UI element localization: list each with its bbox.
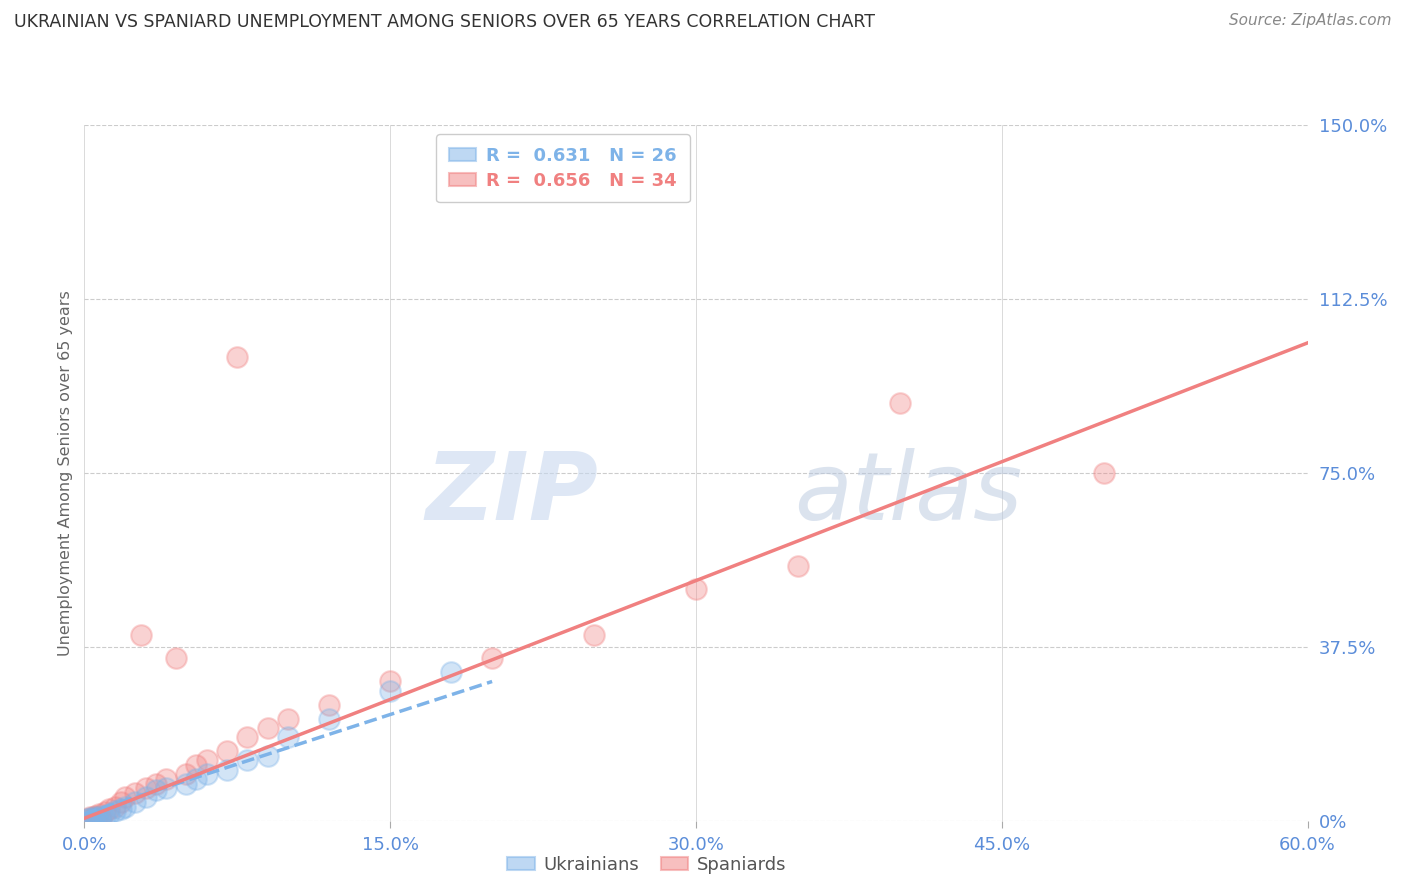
Point	[86, 812, 108, 826]
Point	[104, 805, 127, 819]
Point	[277, 730, 299, 744]
Point	[787, 558, 810, 573]
Point	[318, 712, 340, 726]
Point	[87, 806, 110, 821]
Point	[83, 810, 105, 824]
Text: UKRAINIAN VS SPANIARD UNEMPLOYMENT AMONG SENIORS OVER 65 YEARS CORRELATION CHART: UKRAINIAN VS SPANIARD UNEMPLOYMENT AMONG…	[14, 13, 875, 31]
Point	[79, 811, 101, 825]
Point	[104, 799, 127, 814]
Point	[114, 799, 136, 814]
Point	[124, 786, 146, 800]
Point	[110, 802, 132, 816]
Point	[135, 790, 157, 805]
Point	[236, 730, 259, 744]
Point	[583, 628, 606, 642]
Point	[217, 744, 239, 758]
Point	[77, 812, 100, 826]
Text: Source: ZipAtlas.com: Source: ZipAtlas.com	[1229, 13, 1392, 29]
Point	[217, 763, 239, 777]
Point	[77, 812, 100, 826]
Point	[79, 810, 101, 824]
Point	[82, 813, 104, 827]
Point	[195, 767, 218, 781]
Point	[257, 748, 280, 763]
Point	[1092, 466, 1115, 480]
Point	[114, 790, 136, 805]
Point	[90, 812, 112, 826]
Point	[236, 753, 259, 767]
Point	[145, 776, 167, 790]
Point	[174, 776, 197, 790]
Point	[165, 651, 187, 665]
Legend: Ukrainians, Spaniards: Ukrainians, Spaniards	[501, 849, 794, 881]
Point	[97, 806, 120, 821]
Point	[110, 795, 132, 809]
Y-axis label: Unemployment Among Seniors over 65 years: Unemployment Among Seniors over 65 years	[58, 290, 73, 656]
Point	[93, 805, 117, 820]
Point	[440, 665, 463, 680]
Point	[318, 698, 340, 712]
Text: ZIP: ZIP	[425, 448, 598, 540]
Point	[145, 783, 167, 797]
Point	[174, 767, 197, 781]
Point	[86, 810, 108, 824]
Point	[481, 651, 503, 665]
Point	[155, 781, 177, 796]
Point	[155, 772, 177, 786]
Point	[124, 795, 146, 809]
Point	[380, 674, 402, 689]
Point	[87, 811, 110, 825]
Point	[186, 758, 208, 772]
Point	[195, 753, 218, 767]
Point	[93, 810, 117, 824]
Point	[83, 809, 105, 823]
Point	[90, 809, 112, 823]
Point	[135, 781, 157, 796]
Point	[226, 350, 249, 364]
Point	[889, 396, 911, 410]
Text: atlas: atlas	[794, 448, 1022, 539]
Point	[380, 683, 402, 698]
Point	[97, 802, 120, 816]
Point	[131, 628, 153, 642]
Point	[257, 721, 280, 735]
Point	[82, 811, 104, 825]
Point	[685, 582, 707, 596]
Point	[277, 712, 299, 726]
Point	[186, 772, 208, 786]
